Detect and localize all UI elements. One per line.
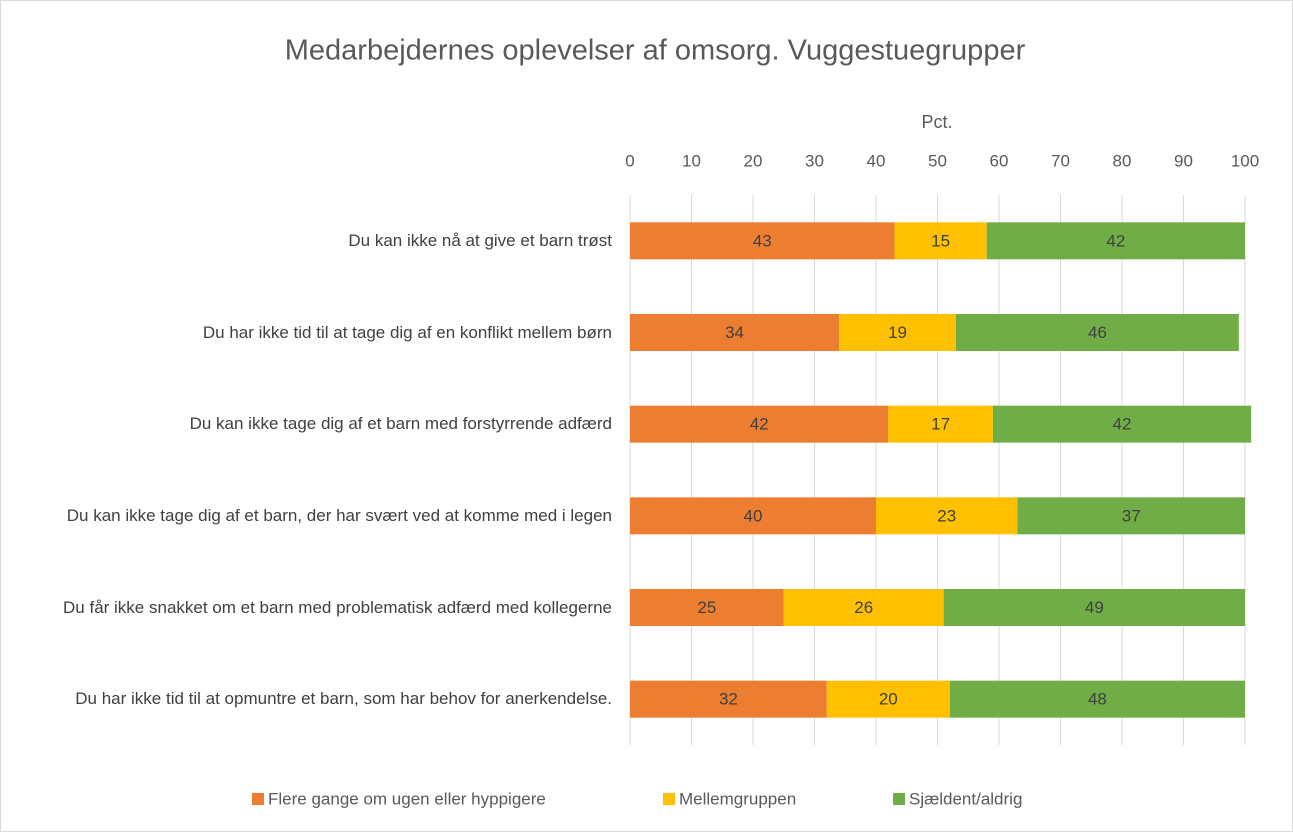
data-label: 37 — [1122, 506, 1141, 525]
bar-segment — [783, 589, 944, 626]
bar-segment — [630, 589, 784, 626]
data-label: 43 — [753, 231, 772, 250]
bar-segment — [949, 680, 1245, 718]
data-label: 42 — [750, 415, 769, 434]
category-label: Du har ikke tid til at opmuntre et barn,… — [75, 689, 612, 709]
category-label-box: Du kan ikke tage dig af et barn, der har… — [66, 505, 612, 525]
bar-segment — [630, 405, 889, 443]
legend-label: Flere gange om ugen eller hyppigere — [268, 789, 546, 808]
bar-segment — [630, 314, 840, 351]
data-label: 34 — [725, 323, 744, 342]
legend-swatch — [893, 793, 905, 805]
legend-label: Sjældent/aldrig — [909, 789, 1022, 808]
data-label: 19 — [888, 323, 907, 342]
bar-segment — [826, 680, 950, 718]
x-tick-label: 90 — [1174, 151, 1193, 170]
data-label: 49 — [1085, 598, 1104, 617]
category-label-box: Du får ikke snakket om et barn med probl… — [63, 597, 612, 617]
data-label: 42 — [1106, 231, 1125, 250]
data-label: 23 — [937, 506, 956, 525]
data-label: 32 — [719, 690, 738, 709]
category-label-box: Du kan ikke tage dig af et barn med fors… — [189, 414, 612, 434]
x-tick-label: 40 — [867, 151, 886, 170]
data-label: 20 — [879, 690, 898, 709]
bar-segment — [986, 222, 1245, 260]
bar-segment — [955, 314, 1239, 351]
category-label-box: Du kan ikke nå at give et barn trøst — [348, 230, 612, 250]
chart-title: Medarbejdernes oplevelser af omsorg. Vug… — [285, 35, 1026, 67]
bar-segment — [630, 680, 827, 718]
data-label: 40 — [744, 506, 763, 525]
bar-segment — [992, 405, 1252, 443]
axis-title: Pct. — [921, 112, 952, 132]
bar-segment — [894, 222, 987, 260]
bar-segment — [839, 314, 956, 351]
x-tick-label: 50 — [928, 151, 947, 170]
data-label: 25 — [697, 598, 716, 617]
x-tick-label: 20 — [744, 151, 763, 170]
x-tick-label: 10 — [682, 151, 701, 170]
x-tick-label: 70 — [1051, 151, 1070, 170]
bar-segment — [876, 497, 1018, 535]
x-tick-label: 80 — [1113, 151, 1132, 170]
legend-swatch — [663, 793, 675, 805]
x-tick-label: 60 — [990, 151, 1009, 170]
category-label: Du kan ikke tage dig af et barn med fors… — [189, 414, 612, 434]
data-label: 48 — [1088, 690, 1107, 709]
bar-segment — [888, 405, 993, 443]
category-label: Du kan ikke nå at give et barn trøst — [348, 230, 612, 250]
data-label: 15 — [931, 231, 950, 250]
bar-segment — [1017, 497, 1245, 535]
category-label: Du har ikke tid til at tage dig af en ko… — [202, 322, 612, 342]
data-label: 42 — [1113, 415, 1132, 434]
x-tick-label: 0 — [625, 151, 634, 170]
legend-swatch — [252, 793, 264, 805]
x-tick-label: 30 — [805, 151, 824, 170]
data-label: 46 — [1088, 323, 1107, 342]
bar-segment — [630, 497, 876, 535]
bar-segment — [943, 589, 1245, 626]
category-label-box: Du har ikke tid til at tage dig af en ko… — [202, 322, 612, 342]
data-label: 26 — [854, 598, 873, 617]
data-label: 17 — [931, 415, 950, 434]
category-label: Du får ikke snakket om et barn med probl… — [63, 597, 612, 617]
x-tick-label: 100 — [1231, 151, 1259, 170]
category-label-box: Du har ikke tid til at opmuntre et barn,… — [75, 689, 612, 709]
bar-segment — [630, 222, 895, 260]
legend-label: Mellemgruppen — [679, 789, 796, 808]
category-label: Du kan ikke tage dig af et barn, der har… — [66, 505, 612, 525]
